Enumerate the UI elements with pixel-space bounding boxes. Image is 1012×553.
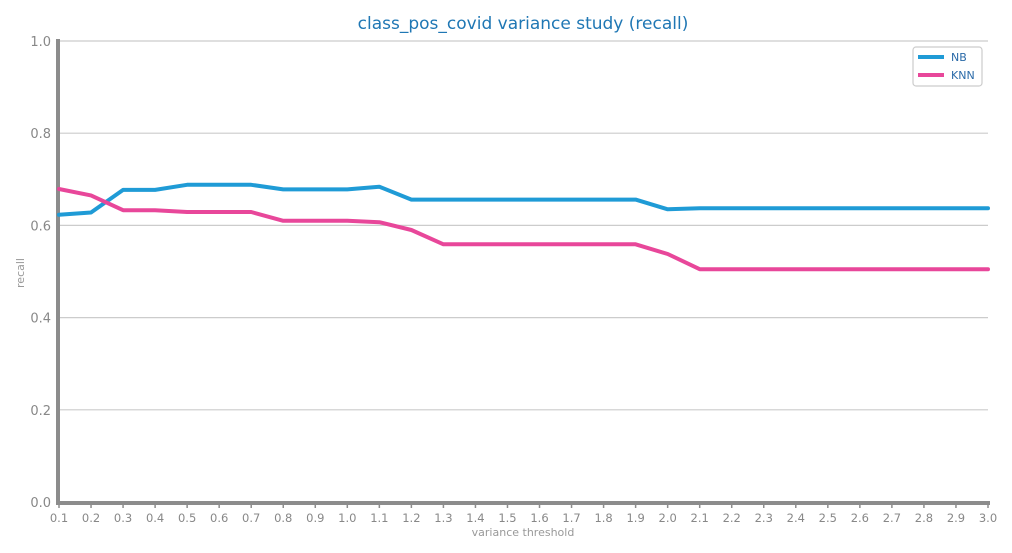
x-tick-label: 0.7 (242, 511, 260, 525)
series-lines (57, 182, 990, 272)
x-tick-label: 2.7 (883, 511, 901, 525)
legend: NB KNN (912, 46, 983, 87)
x-tick-label: 2.3 (755, 511, 773, 525)
x-tick-label: 2.6 (851, 511, 869, 525)
y-axis-label: recall (14, 258, 27, 288)
x-axis-label: variance threshold (472, 526, 575, 539)
x-tick-label: 0.5 (178, 511, 196, 525)
x-tick-label: 1.2 (402, 511, 420, 525)
x-tick-label: 0.3 (114, 511, 132, 525)
legend-label-nb: NB (951, 51, 967, 64)
x-tick-label: 1.8 (594, 511, 612, 525)
x-tick-label: 1.1 (370, 511, 388, 525)
x-tick-label: 2.5 (819, 511, 837, 525)
y-tick-label: 0.0 (30, 496, 51, 511)
x-tick-label: 1.3 (434, 511, 452, 525)
x-tick-label: 1.0 (338, 511, 356, 525)
x-tick-label: 0.1 (50, 511, 68, 525)
x-tick-label: 1.7 (562, 511, 580, 525)
y-tick-label: 0.4 (30, 312, 51, 327)
x-tick-label: 2.4 (787, 511, 805, 525)
series-line-knn (57, 187, 990, 272)
y-tick-label: 1.0 (30, 35, 51, 50)
y-tick-label: 0.2 (30, 404, 51, 419)
y-tick-label: 0.6 (30, 219, 51, 234)
x-tick-label: 0.6 (210, 511, 228, 525)
x-tick-label: 0.4 (146, 511, 164, 525)
x-tick-label: 1.4 (466, 511, 484, 525)
x-tick-label: 2.0 (659, 511, 677, 525)
x-tick-label: 2.8 (915, 511, 933, 525)
series-line-nb (57, 182, 990, 217)
x-tick-label: 3.0 (979, 511, 997, 525)
chart-title: class_pos_covid variance study (recall) (358, 14, 689, 34)
y-tick-label: 0.8 (30, 127, 51, 142)
x-tick-label: 1.9 (626, 511, 644, 525)
axes: 0.0 0.2 0.4 0.6 0.8 1.0 0.1 0.2 0.3 0.4 0.5 0.6 0.7 0… (30, 35, 997, 525)
x-tick-label: 0.8 (274, 511, 292, 525)
x-tick-label: 0.2 (82, 511, 100, 525)
legend-label-knn: KNN (951, 69, 975, 82)
x-tick-label: 1.6 (530, 511, 548, 525)
x-tick-label: 1.5 (498, 511, 516, 525)
x-tick-label: 0.9 (306, 511, 324, 525)
gridlines (59, 40, 988, 411)
x-tick-label: 2.2 (723, 511, 741, 525)
x-tick-label: 2.9 (947, 511, 965, 525)
x-tick-label: 2.1 (691, 511, 709, 525)
